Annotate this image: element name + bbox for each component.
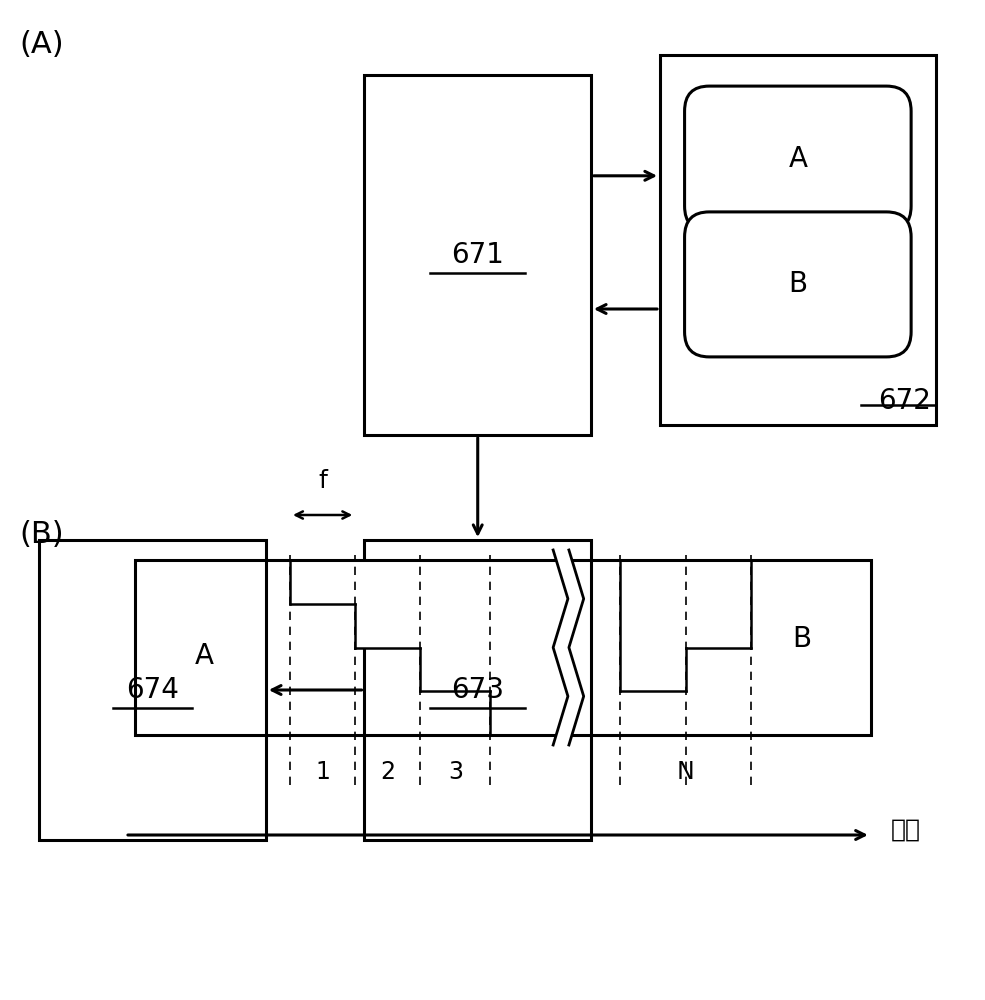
- Text: A: A: [788, 145, 808, 173]
- Bar: [421, 560, 491, 691]
- Text: 673: 673: [451, 676, 504, 704]
- Bar: [660, 55, 936, 425]
- Bar: [135, 560, 871, 735]
- Bar: [364, 75, 591, 435]
- FancyBboxPatch shape: [685, 86, 911, 231]
- Text: (B): (B): [20, 520, 64, 549]
- Text: 1: 1: [315, 760, 330, 784]
- Text: 时间: 时间: [890, 818, 920, 842]
- Polygon shape: [554, 550, 584, 745]
- Text: 674: 674: [126, 676, 179, 704]
- Bar: [621, 691, 686, 735]
- Text: A: A: [194, 642, 214, 670]
- Text: N: N: [677, 760, 694, 784]
- Bar: [364, 540, 591, 840]
- Bar: [291, 560, 356, 604]
- Text: B: B: [788, 270, 808, 298]
- Bar: [686, 648, 751, 735]
- Text: 671: 671: [451, 241, 504, 269]
- Bar: [356, 560, 421, 648]
- Text: B: B: [792, 625, 812, 653]
- Bar: [39, 540, 266, 840]
- Text: 3: 3: [448, 760, 463, 784]
- Text: 2: 2: [380, 760, 395, 784]
- Text: 672: 672: [878, 387, 931, 415]
- FancyBboxPatch shape: [685, 212, 911, 357]
- Bar: [135, 560, 871, 735]
- Text: f: f: [318, 469, 327, 493]
- Text: (A): (A): [20, 30, 64, 59]
